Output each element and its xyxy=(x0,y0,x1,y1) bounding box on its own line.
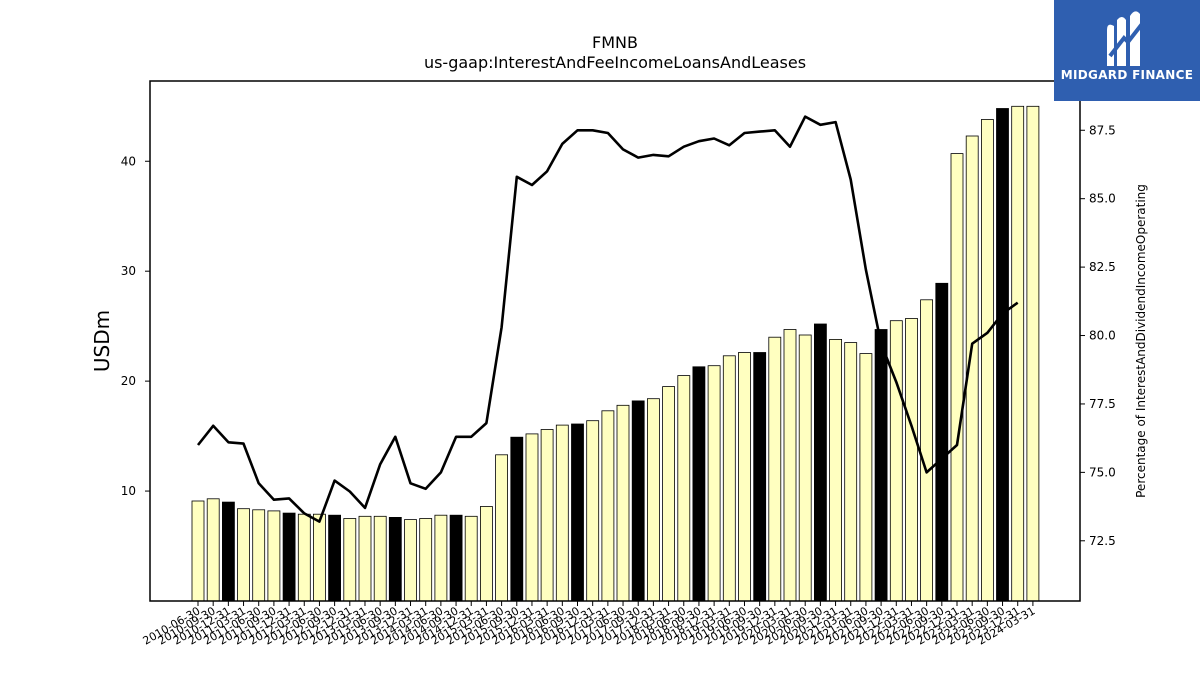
bar xyxy=(647,398,660,602)
y-axis-right: 72.5 75.0 77.5 80.0 82.5 85.0 87.5 xyxy=(1080,123,1116,548)
bar xyxy=(707,365,721,602)
y-tick-label-right: 80.0 xyxy=(1089,329,1116,343)
bar xyxy=(738,352,751,602)
y-tick-label-right: 77.5 xyxy=(1089,397,1116,411)
y-tick-label-right: 85.0 xyxy=(1089,192,1116,206)
bar-group xyxy=(191,105,1040,602)
bar xyxy=(783,329,797,602)
bar xyxy=(206,498,220,602)
bar xyxy=(404,519,417,602)
bar xyxy=(722,355,736,602)
bar xyxy=(479,506,493,602)
bar xyxy=(662,386,675,602)
y-tick-label-right: 82.5 xyxy=(1089,260,1116,274)
chart-subtitle: us-gaap:InterestAndFeeIncomeLoansAndLeas… xyxy=(424,53,806,72)
midgard-logo-icon xyxy=(1107,11,1144,66)
logo: MIDGARD FINANCE xyxy=(1054,0,1200,101)
chart-title: FMNB xyxy=(592,33,638,52)
bar xyxy=(829,338,842,602)
bar xyxy=(358,515,372,602)
bar xyxy=(616,404,630,602)
y-axis-label-left: USDm xyxy=(90,310,114,372)
bar xyxy=(495,454,509,602)
bar xyxy=(555,424,569,602)
bar xyxy=(510,436,524,602)
bar xyxy=(343,518,357,602)
bar xyxy=(373,515,387,602)
y-tick-label-left: 20 xyxy=(121,374,136,388)
bar xyxy=(237,508,250,602)
plot-frame xyxy=(149,80,1081,602)
bar xyxy=(844,342,858,602)
bar xyxy=(328,514,342,602)
bar xyxy=(1026,105,1040,602)
bar xyxy=(464,515,478,602)
line-group xyxy=(196,115,1019,523)
bar xyxy=(419,518,433,602)
bar xyxy=(449,514,463,602)
bar xyxy=(859,353,873,602)
bar xyxy=(297,513,311,602)
bar xyxy=(798,334,812,602)
x-axis: 2010-06-302010-09-302010-12-312011-03-31… xyxy=(141,601,1037,648)
bar xyxy=(692,366,706,602)
y-axis-label-right: Percentage of InterestAndDividendIncomeO… xyxy=(1134,184,1148,498)
bar xyxy=(252,509,266,602)
bar xyxy=(601,410,615,602)
bar xyxy=(768,336,782,602)
bar xyxy=(874,329,888,602)
bar xyxy=(631,400,645,602)
bar xyxy=(753,352,767,602)
bar xyxy=(996,108,1009,602)
bar xyxy=(905,318,918,602)
series-line xyxy=(196,115,1019,523)
bar xyxy=(540,429,554,602)
bar xyxy=(525,433,539,602)
bar xyxy=(920,299,933,602)
bar xyxy=(889,320,903,602)
bar xyxy=(1011,105,1025,602)
bar xyxy=(221,501,235,602)
bar xyxy=(388,517,402,602)
bar xyxy=(935,282,949,602)
bar xyxy=(571,423,584,602)
y-tick-label-right: 75.0 xyxy=(1089,465,1116,479)
bar xyxy=(191,500,205,602)
bar xyxy=(677,375,691,602)
bar xyxy=(981,119,994,602)
y-tick-label-left: 30 xyxy=(121,264,136,278)
logo-text: MIDGARD FINANCE xyxy=(1060,68,1194,82)
bar xyxy=(312,513,326,602)
bar xyxy=(950,153,964,602)
bar xyxy=(814,323,827,602)
bar xyxy=(267,510,281,602)
y-axis-left: 10 20 30 40 xyxy=(121,154,150,498)
y-tick-label-right: 72.5 xyxy=(1089,534,1116,548)
y-tick-label-left: 40 xyxy=(121,154,136,168)
y-tick-label-left: 10 xyxy=(121,484,136,498)
y-tick-label-right: 87.5 xyxy=(1089,123,1116,137)
bar xyxy=(434,514,448,602)
bar xyxy=(282,512,296,602)
bar xyxy=(586,420,600,602)
